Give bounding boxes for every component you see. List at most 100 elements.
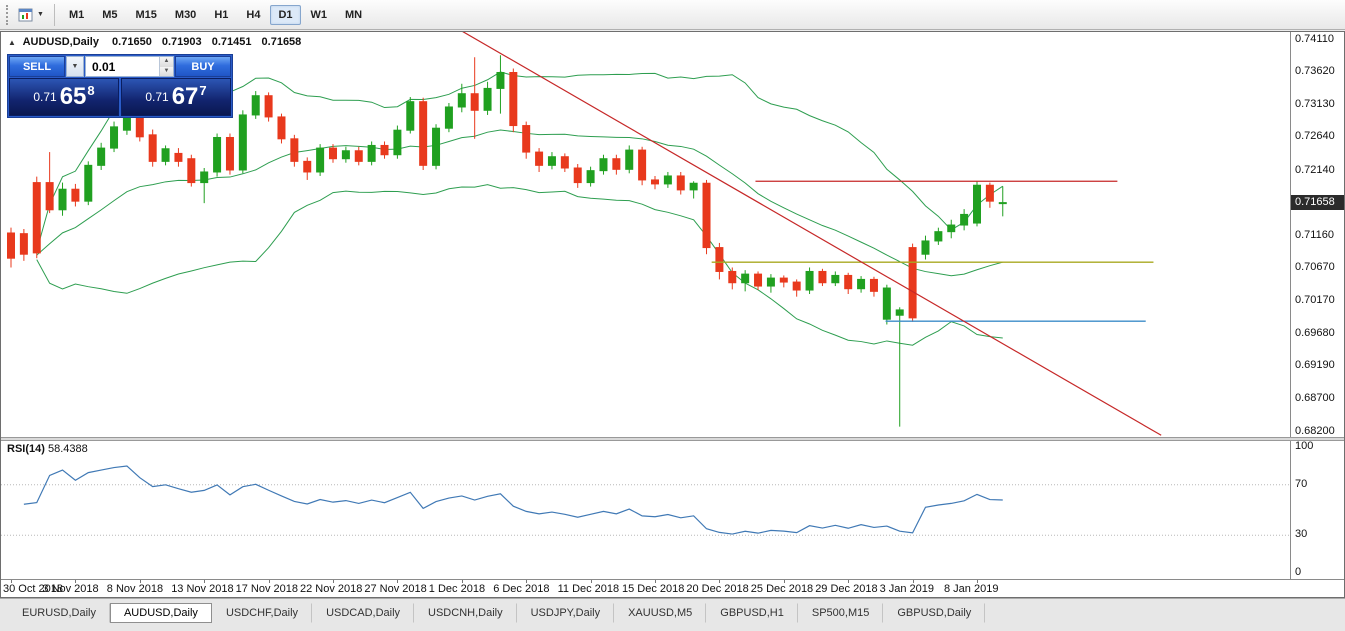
timeframe-button-group: M1 M5 M15 M30 H1 H4 D1 W1 MN: [60, 4, 371, 25]
chart-tab-USDCAD-Daily[interactable]: USDCAD,Daily: [312, 603, 415, 623]
period-button-MN[interactable]: MN: [345, 8, 363, 21]
price-axis-label: 0.73620: [1295, 65, 1335, 78]
chart-tab-USDCNH-Daily[interactable]: USDCNH,Daily: [414, 603, 517, 623]
rsi-scale-axis[interactable]: 100 70 30 0: [1291, 440, 1344, 579]
time-axis-label: 15 Dec 2018: [622, 583, 685, 595]
chart-window: ▲ AUDUSD,Daily 0.71650 0.71903 0.71451 0…: [0, 31, 1345, 598]
price-axis[interactable]: 0.71658 0.74110 0.73620 0.73130 0.72640 0.72…: [1291, 32, 1344, 437]
ohlc-low: 0.71451: [211, 36, 252, 48]
price-axis-label: 0.69190: [1295, 359, 1335, 372]
ohlc-close: 0.71658: [261, 36, 302, 48]
period-button-H4[interactable]: H4: [246, 8, 261, 21]
time-tick: [848, 580, 850, 583]
time-axis-label: 6 Dec 2018: [493, 583, 550, 595]
top-toolbar: ▼ M1 M5 M15 M30 H1 H4 D1 W1 MN: [0, 0, 1345, 30]
buy-price-button[interactable]: 0.71 67 7: [121, 78, 231, 116]
price-axis-label: 0.72140: [1295, 163, 1335, 176]
price-axis-label: 0.72640: [1295, 130, 1335, 143]
chart-tab-GBPUSD-Daily[interactable]: GBPUSD,Daily: [883, 603, 986, 623]
mini-chart-icon: [18, 8, 33, 21]
price-axis-label: 0.73130: [1295, 97, 1335, 110]
period-button-W1[interactable]: W1: [310, 8, 328, 21]
rsi-canvas[interactable]: [1, 441, 1290, 579]
period-button-M1[interactable]: M1: [68, 8, 85, 21]
time-axis-label: 27 Nov 2018: [364, 583, 427, 595]
price-axis-label: 0.68200: [1295, 424, 1335, 437]
pane-splitter[interactable]: [1, 437, 1344, 441]
price-axis-label: 0.70170: [1295, 294, 1335, 307]
time-tick: [397, 580, 399, 583]
rsi-scale-label: 30: [1295, 528, 1308, 541]
time-axis-label: 20 Dec 2018: [686, 583, 749, 595]
ohlc-high: 0.71903: [161, 36, 202, 48]
volume-field: ▲ ▼: [85, 56, 174, 77]
time-tick: [912, 580, 914, 583]
time-tick: [783, 580, 785, 583]
volume-down-button[interactable]: ▼: [159, 66, 173, 76]
price-axis-label: 0.69680: [1295, 326, 1335, 339]
time-tick: [977, 580, 978, 583]
volume-input[interactable]: [86, 57, 173, 76]
chart-tab-GBPUSD-H1[interactable]: GBPUSD,H1: [706, 603, 798, 623]
rsi-indicator-label: RSI(14) 58.4388: [7, 443, 88, 455]
sell-price-big: 65: [59, 83, 87, 110]
rsi-scale-label: 100: [1295, 440, 1314, 452]
time-tick: [590, 580, 592, 583]
time-tick: [268, 580, 270, 583]
main-chart-area: ▲ AUDUSD,Daily 0.71650 0.71903 0.71451 0…: [1, 32, 1290, 437]
buy-price-prefix: 0.71: [145, 90, 169, 104]
time-axis-label: 3 Nov 2018: [42, 583, 99, 595]
chart-tab-USDCHF-Daily[interactable]: USDCHF,Daily: [212, 603, 313, 623]
symbol-title: AUDUSD,Daily: [22, 36, 99, 48]
price-axis-label: 0.68700: [1295, 391, 1335, 404]
toolbar-separator: [53, 3, 55, 26]
chart-tab-bar: EURUSD,Daily AUDUSD,Daily USDCHF,Daily USDC…: [0, 598, 1345, 631]
chart-tab-AUDUSD-Daily[interactable]: AUDUSD,Daily: [109, 603, 212, 623]
window-icon: ▲: [8, 38, 16, 47]
time-axis[interactable]: 30 Oct 2018 3 Nov 2018 8 Nov 2018 13 Nov 20…: [1, 579, 1344, 597]
price-axis-label: 0.74110: [1295, 33, 1334, 45]
time-axis-label: 29 Dec 2018: [815, 583, 878, 595]
time-tick: [461, 580, 463, 583]
buy-price-pipette: 7: [199, 82, 207, 98]
chart-title-bar: ▲ AUDUSD,Daily 0.71650 0.71903 0.71451 0…: [8, 36, 308, 48]
period-button-D1[interactable]: D1: [270, 4, 301, 25]
sell-button[interactable]: SELL: [9, 56, 65, 77]
time-axis-label: 3 Jan 2019: [879, 583, 935, 595]
axis-separator-line: [1290, 32, 1291, 579]
main-chart-canvas[interactable]: [1, 32, 1290, 437]
period-button-M5[interactable]: M5: [102, 8, 118, 21]
time-axis-label: 8 Nov 2018: [106, 583, 164, 595]
volume-up-button[interactable]: ▲: [159, 57, 173, 67]
price-axis-label: 0.70670: [1295, 261, 1335, 274]
chevron-down-icon: ▼: [37, 11, 44, 18]
chart-tab-SP500-M15[interactable]: SP500,M15: [798, 603, 884, 623]
time-axis-label: 30 Oct 2018: [3, 583, 63, 595]
current-price-badge: 0.71658: [1291, 194, 1344, 210]
period-button-M15[interactable]: M15: [135, 8, 157, 21]
rsi-value: 58.4388: [47, 443, 88, 455]
volume-dropdown-button[interactable]: ▼: [66, 56, 84, 77]
toolbar-drag-handle[interactable]: [3, 4, 8, 25]
time-tick: [526, 580, 528, 583]
time-tick: [655, 580, 656, 583]
time-axis-label: 8 Jan 2019: [944, 583, 999, 595]
chart-tab-XAUUSD-M5[interactable]: XAUUSD,M5: [614, 603, 707, 623]
chart-tab-EURUSD-Daily[interactable]: EURUSD,Daily: [8, 603, 110, 623]
period-button-M30[interactable]: M30: [174, 8, 197, 21]
chart-tab-USDJPY-Daily[interactable]: USDJPY,Daily: [517, 603, 615, 623]
period-button-H1[interactable]: H1: [214, 8, 229, 21]
time-axis-label: 1 Dec 2018: [428, 583, 486, 595]
time-tick: [204, 580, 206, 583]
buy-button[interactable]: BUY: [175, 56, 231, 77]
rsi-pane: RSI(14) 58.4388: [1, 441, 1290, 579]
buy-price-big: 67: [171, 83, 199, 110]
chart-tools-button[interactable]: ▼: [13, 3, 49, 27]
time-tick: [75, 580, 77, 583]
one-click-trade-panel: SELL ▼ ▲ ▼ BUY 0.71 65 8 0.7: [7, 54, 233, 118]
price-axis-label: 0.71160: [1295, 228, 1334, 241]
sell-price-prefix: 0.71: [33, 90, 57, 104]
time-axis-label: 25 Dec 2018: [750, 583, 814, 595]
sell-price-button[interactable]: 0.71 65 8: [9, 78, 119, 116]
time-tick: [11, 580, 12, 583]
